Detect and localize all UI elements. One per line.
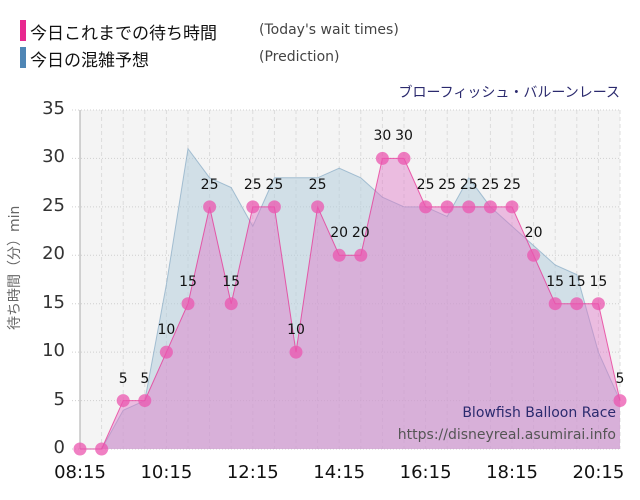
y-tick-label: 15	[42, 291, 65, 313]
data-point-label: 30	[395, 128, 413, 145]
data-point-label: 15	[589, 273, 608, 290]
x-tick-label: 16:15	[399, 462, 452, 483]
data-point-label: 10	[157, 322, 176, 339]
data-point-label: 25	[416, 176, 435, 193]
ride-title-en: Blowfish Balloon Race	[462, 405, 616, 421]
data-point-label: 5	[140, 370, 150, 387]
data-point-label: 25	[438, 176, 457, 193]
data-point-label: 15	[179, 273, 197, 290]
x-tick-label: 18:15	[486, 462, 538, 483]
data-point-label: 5	[615, 370, 625, 387]
y-tick-label: 20	[42, 243, 65, 265]
data-point-label: 15	[222, 273, 241, 290]
data-point-label: 25	[308, 176, 327, 193]
ride-title-jp: ブローフィッシュ・バルーンレース	[398, 85, 620, 101]
data-point-label: 25	[503, 176, 521, 193]
data-point-label: 20	[351, 225, 370, 242]
data-point-label: 5	[118, 370, 128, 387]
data-point-label: 25	[200, 176, 219, 193]
data-point-label: 10	[287, 322, 305, 339]
x-tick-label: 20:15	[572, 462, 625, 483]
y-axis-label: 待ち時間（分）min	[7, 205, 23, 330]
legend-label-en: (Prediction)	[259, 49, 340, 65]
data-point-label: 25	[459, 176, 478, 193]
y-tick-label: 10	[42, 340, 65, 362]
x-tick-label: 08:15	[54, 462, 106, 483]
wait-times-swatch	[20, 20, 26, 41]
prediction-swatch	[20, 47, 26, 68]
x-tick-label: 14:15	[313, 462, 366, 483]
y-tick-label: 25	[42, 194, 65, 216]
y-tick-label: 30	[42, 146, 65, 168]
legend-label-en: (Today's wait times)	[259, 22, 399, 38]
data-point-label: 30	[373, 128, 392, 145]
data-point-label: 20	[330, 225, 349, 242]
data-point-label: 20	[524, 225, 543, 242]
data-point-label: 25	[265, 176, 284, 193]
y-tick-label: 5	[53, 388, 65, 410]
data-point-label: 25	[243, 176, 262, 193]
legend-label-jp: 今日の混雑予想	[30, 51, 149, 71]
x-tick-label: 12:15	[226, 462, 279, 483]
data-point-label: 15	[546, 273, 565, 290]
y-tick-label: 35	[42, 98, 65, 119]
data-point-label: 15	[567, 273, 586, 290]
data-point-label: 25	[481, 176, 500, 193]
x-tick-label: 10:15	[140, 462, 193, 483]
y-tick-label: 0	[53, 437, 65, 458]
legend-label-jp: 今日これまでの待ち時間	[30, 24, 217, 44]
source-url: https://disneyreal.asumirai.info	[397, 427, 616, 443]
